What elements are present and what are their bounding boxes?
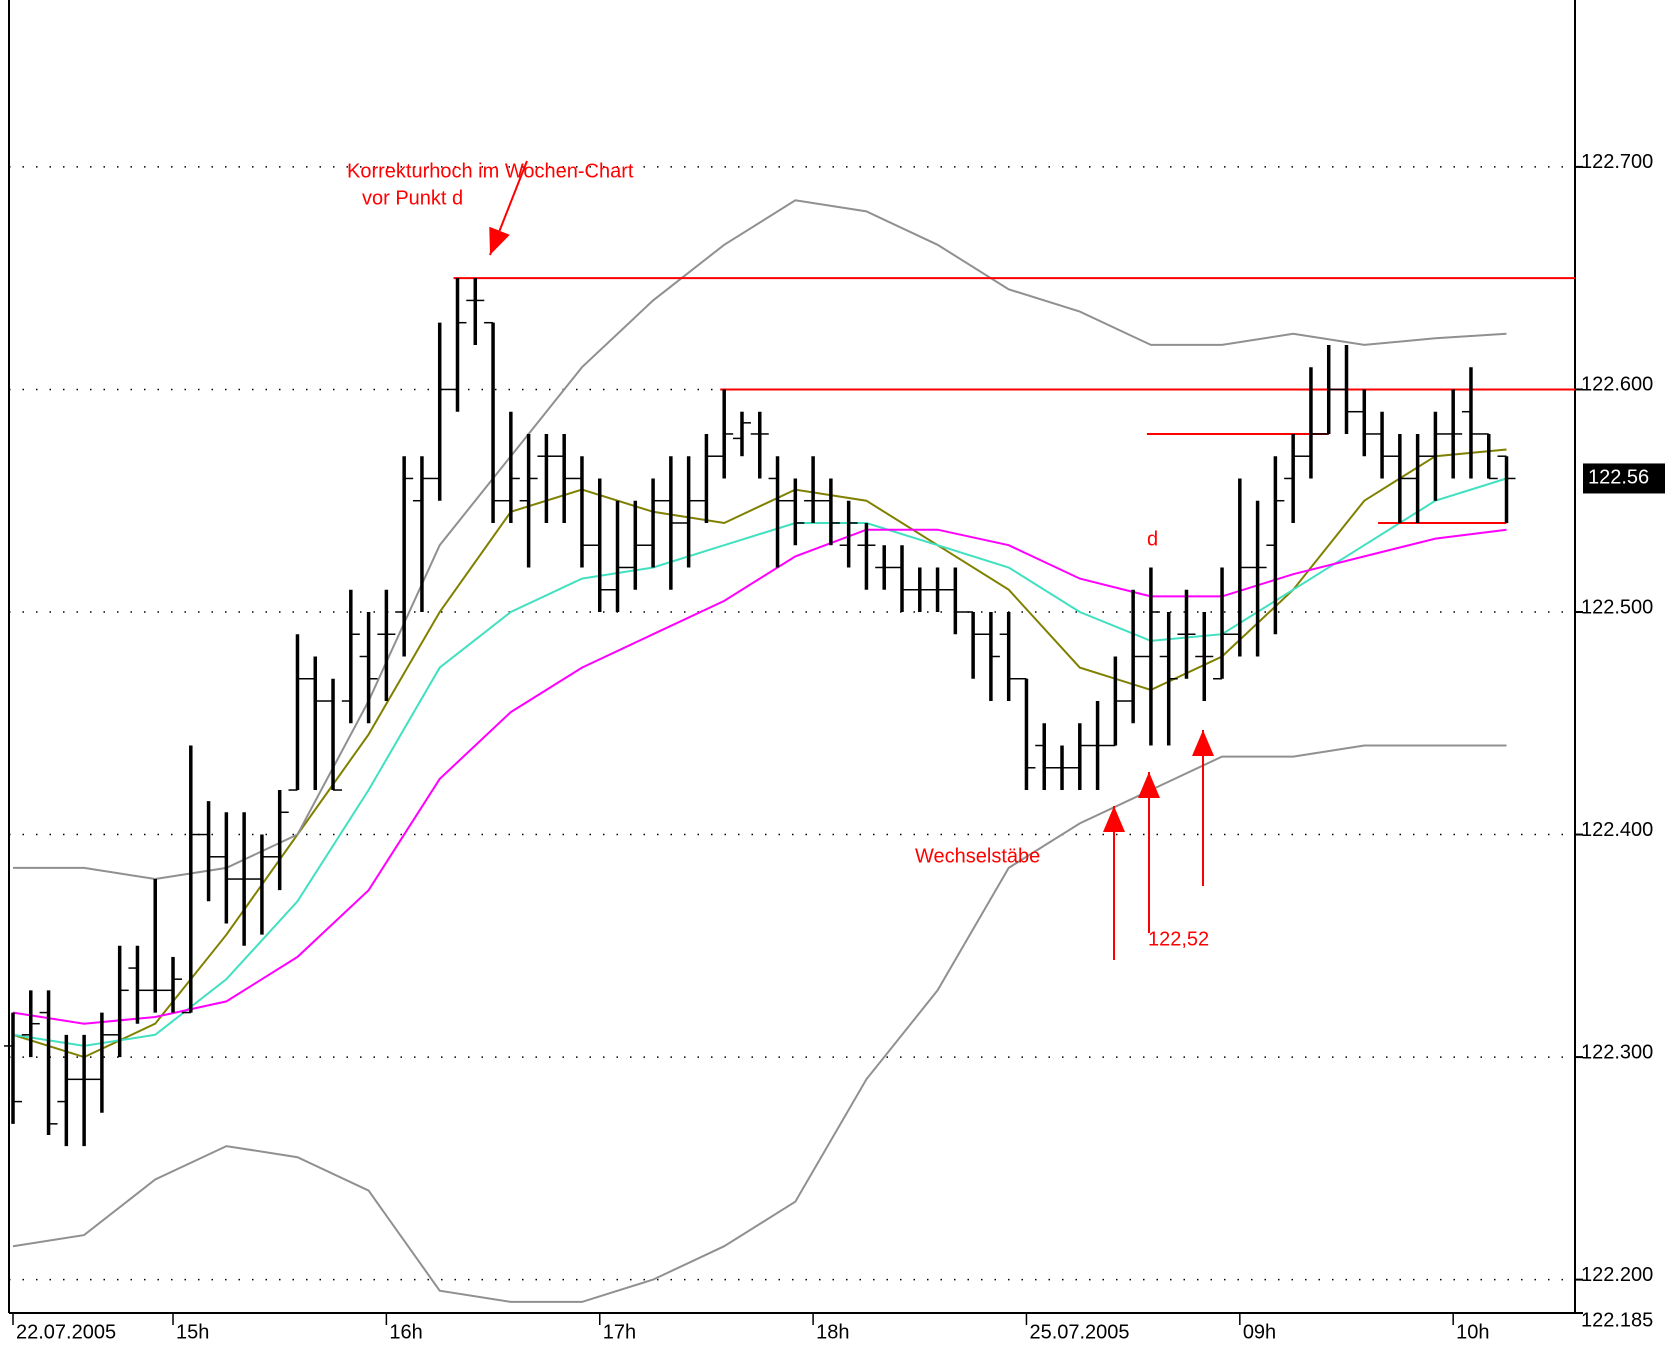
y-tick-label: 122.185 (1581, 1309, 1653, 1331)
indicator-line (12, 744, 1507, 1303)
y-tick-label: 122.700 (1581, 151, 1653, 173)
x-tick-label: 18h (816, 1321, 849, 1343)
arrow-head (1138, 772, 1160, 798)
y-tick-label: 122.200 (1581, 1264, 1653, 1286)
last-price-box (1583, 463, 1665, 494)
x-tick-label: 16h (389, 1321, 422, 1343)
y-tick-label: 122.500 (1581, 596, 1653, 618)
annotation: Korrekturhoch im Wochen-Chart (347, 160, 634, 182)
y-tick-label: 122.300 (1581, 1041, 1653, 1063)
arrow-head (1192, 730, 1214, 756)
x-tick-label: 15h (176, 1321, 209, 1343)
arrow-head (489, 226, 510, 255)
x-tick-label: 17h (603, 1321, 636, 1343)
annotation: vor Punkt d (362, 187, 463, 209)
x-tick-label: 10h (1456, 1321, 1489, 1343)
x-tick-label: 22.07.2005 (16, 1321, 116, 1343)
annotation: 122,52 (1148, 928, 1209, 950)
x-tick-label: 09h (1243, 1321, 1276, 1343)
x-tick-label: 25.07.2005 (1029, 1321, 1129, 1343)
last-price-label: 122.56 (1588, 467, 1649, 489)
y-tick-label: 122.400 (1581, 819, 1653, 841)
arrow-head (1103, 806, 1125, 832)
annotation: Wechselstäbe (915, 845, 1040, 867)
y-tick-label: 122.600 (1581, 374, 1653, 396)
annotation: d (1147, 528, 1158, 550)
